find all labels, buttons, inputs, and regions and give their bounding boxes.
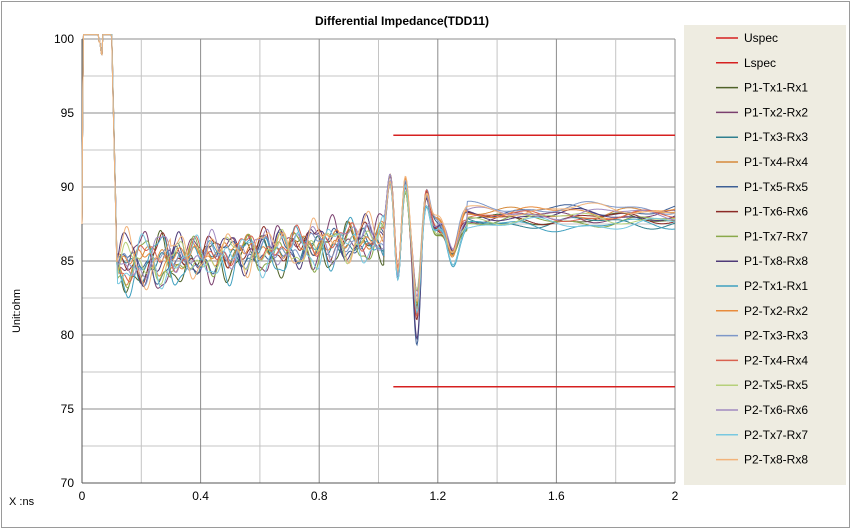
legend-label-uspec: Uspec [744, 31, 778, 45]
series-line-p2-tx7-rx7 [81, 34, 676, 314]
legend-label-p1-tx6-rx6: P1-Tx6-Rx6 [744, 205, 808, 219]
axes [81, 39, 675, 484]
series-line-p1-tx2-rx2 [81, 34, 675, 292]
series-line-p2-tx3-rx3 [81, 34, 676, 302]
legend-label-p2-tx4-rx4: P2-Tx4-Rx4 [744, 353, 808, 367]
x-tick-label: 0.4 [192, 489, 209, 503]
series-line-p2-tx5-rx5 [81, 34, 676, 291]
x-tick-label: 2 [672, 489, 679, 503]
y-axis-label: Unit:ohm [11, 289, 23, 333]
legend: Uspec Lspec P1-Tx1-Rx1 P1-Tx2-Rx2 P1-Tx3-Rx3… [716, 31, 808, 467]
y-tick-label: 95 [61, 106, 75, 120]
legend-label-p1-tx4-rx4: P1-Tx4-Rx4 [744, 155, 808, 169]
x-axis-label: X :ns [9, 496, 35, 508]
y-tick-label: 100 [54, 32, 74, 46]
x-tick-label: 0 [79, 489, 86, 503]
x-tick-label: 1.6 [548, 489, 565, 503]
tick-labels: 100 95 90 85 80 75 70 0 0.4 0.8 1.2 1.6 2 [54, 32, 679, 503]
series-line-p2-tx8-rx8 [81, 34, 675, 303]
y-tick-label: 70 [61, 476, 75, 490]
legend-box [684, 25, 846, 485]
x-tick-label: 0.8 [311, 489, 328, 503]
legend-label-p1-tx3-rx3: P1-Tx3-Rx3 [744, 130, 808, 144]
series-line-p2-tx2-rx2 [81, 34, 676, 311]
x-tick-label: 1.2 [429, 489, 446, 503]
legend-label-p2-tx2-rx2: P2-Tx2-Rx2 [744, 304, 808, 318]
legend-label-p2-tx1-rx1: P2-Tx1-Rx1 [744, 279, 808, 293]
legend-label-p1-tx8-rx8: P1-Tx8-Rx8 [744, 254, 808, 268]
y-tick-label: 85 [61, 254, 75, 268]
legend-label-lspec: Lspec [744, 56, 776, 70]
y-tick-label: 80 [61, 328, 75, 342]
legend-label-p2-tx7-rx7: P2-Tx7-Rx7 [744, 428, 808, 442]
y-tick-label: 75 [61, 402, 75, 416]
legend-label-p2-tx8-rx8: P2-Tx8-Rx8 [744, 453, 808, 467]
legend-label-p2-tx6-rx6: P2-Tx6-Rx6 [744, 403, 808, 417]
legend-label-p1-tx2-rx2: P1-Tx2-Rx2 [744, 105, 808, 119]
legend-label-p2-tx5-rx5: P2-Tx5-Rx5 [744, 378, 808, 392]
y-tick-label: 90 [61, 180, 75, 194]
legend-label-p2-tx3-rx3: P2-Tx3-Rx3 [744, 329, 808, 343]
legend-label-p1-tx1-rx1: P1-Tx1-Rx1 [744, 81, 808, 95]
chart-title: Differential Impedance(TDD11) [315, 14, 489, 28]
legend-label-p1-tx5-rx5: P1-Tx5-Rx5 [744, 180, 808, 194]
legend-label-p1-tx7-rx7: P1-Tx7-Rx7 [744, 229, 808, 243]
plot-area [81, 34, 676, 388]
